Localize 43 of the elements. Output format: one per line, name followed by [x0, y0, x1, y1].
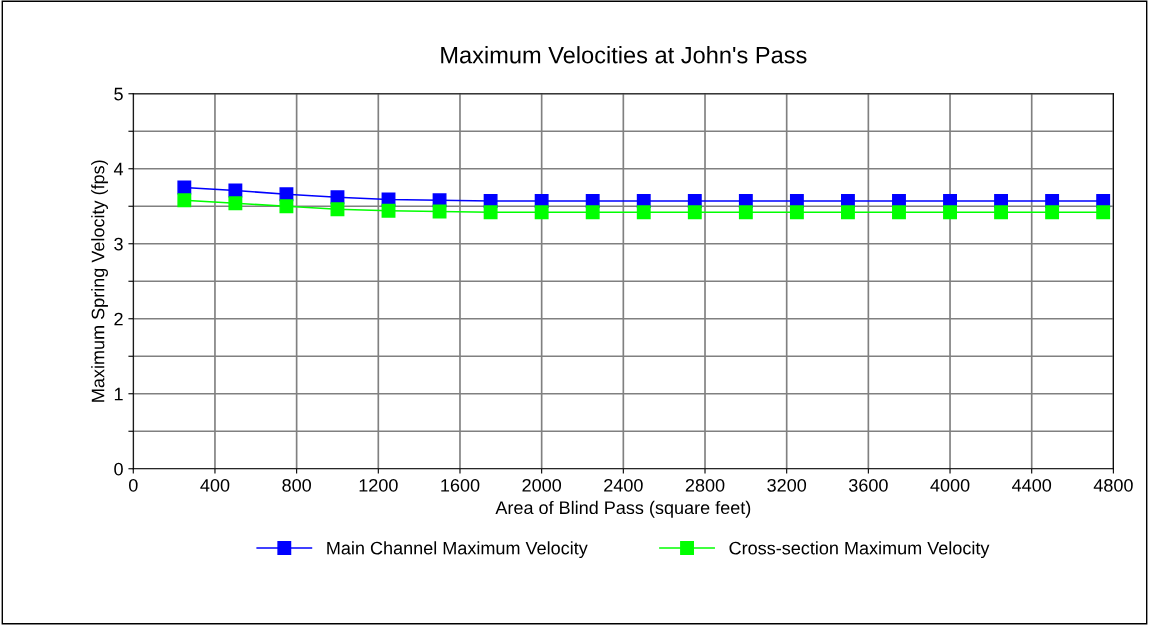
point — [943, 205, 957, 220]
point — [483, 205, 498, 220]
point — [1045, 205, 1060, 220]
point — [892, 205, 906, 220]
y-tick-label: 5 — [114, 87, 123, 101]
point — [228, 196, 243, 211]
y-tick-label: 4 — [113, 162, 124, 176]
point — [636, 205, 651, 220]
x-tick-label: 1600 — [441, 478, 480, 492]
y-tick-label: 2 — [114, 312, 123, 326]
x-tick-label: 2000 — [522, 478, 562, 492]
point — [432, 204, 447, 219]
point — [330, 202, 345, 217]
point — [585, 205, 600, 220]
point — [994, 205, 1009, 220]
x-tick-label: 2800 — [685, 478, 725, 492]
point — [789, 205, 804, 220]
y-axis-title: Maximum Spring Velocity (fps) — [91, 160, 108, 402]
x-tick-label: 2400 — [604, 478, 643, 492]
y-tick-label: 0 — [114, 462, 123, 476]
point — [279, 199, 294, 214]
point — [381, 203, 396, 218]
legend-label: Main Channel Maximum Velocity — [327, 541, 588, 559]
chart-title: Maximum Velocities at John's Pass — [441, 46, 807, 64]
x-tick-label: 4800 — [1093, 478, 1133, 492]
point — [1096, 205, 1111, 220]
y-tick-label: 1 — [114, 387, 123, 401]
x-tick-label: 800 — [282, 478, 311, 492]
point — [738, 205, 753, 220]
x-tick-label: 400 — [200, 478, 230, 492]
point — [687, 205, 702, 220]
y-tick-label: 3 — [114, 237, 123, 251]
x-axis-title: Area of Blind Pass (square feet) — [495, 500, 751, 518]
legend-label: Cross-section Maximum Velocity — [729, 541, 990, 559]
x-tick-label: 0 — [128, 478, 138, 492]
x-tick-label: 4400 — [1012, 478, 1052, 492]
x-tick-label: 3200 — [767, 478, 807, 492]
x-tick-label: 1200 — [359, 478, 398, 492]
x-tick-label: 4000 — [930, 478, 970, 492]
point — [534, 205, 549, 220]
point — [177, 193, 192, 208]
point — [840, 205, 855, 220]
x-tick-label: 3600 — [848, 478, 888, 492]
